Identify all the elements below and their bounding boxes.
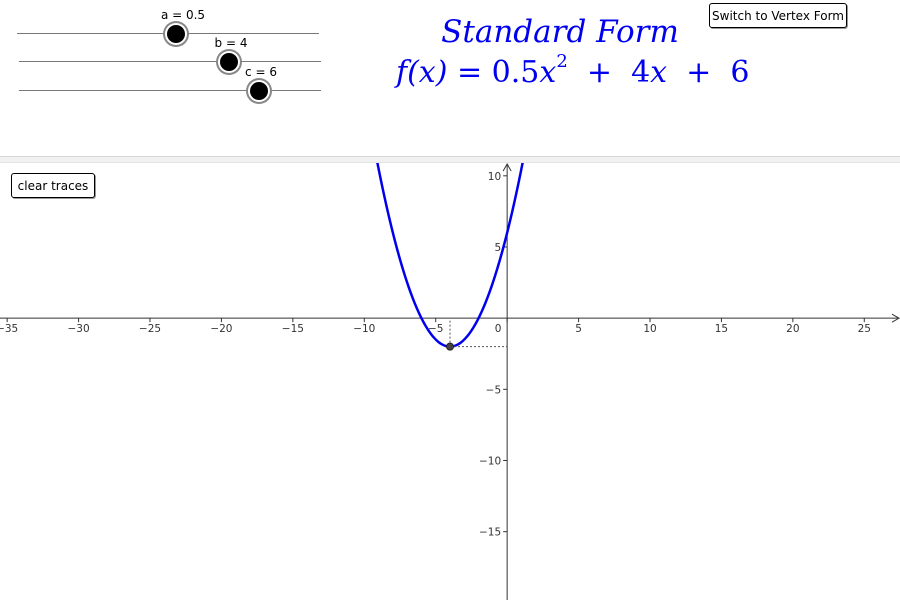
slider-b-handle[interactable]: [220, 53, 238, 71]
slider-b[interactable]: [19, 52, 321, 72]
x-tick-label: 25: [858, 323, 871, 335]
x-tick-label: −15: [282, 323, 304, 335]
switch-to-vertex-form-button[interactable]: Switch to Vertex Form: [709, 3, 847, 28]
x-tick-label: 10: [643, 323, 656, 335]
coefficient-a: 0.5: [491, 55, 540, 90]
graph-view[interactable]: −35 −30 −25 −20 −15 −10 −5 0 5 10 15 20 25 −15 −10 −5 5 1…: [0, 163, 900, 600]
equals-sign: =: [456, 55, 483, 90]
axes: [0, 163, 900, 600]
curve-layer: [376, 163, 524, 351]
x-tick-label: −35: [0, 323, 18, 335]
coefficient-c: 6: [730, 55, 750, 90]
x-tick-label: −30: [67, 323, 89, 335]
slider-c[interactable]: [19, 81, 321, 101]
plus-sign-2: +: [686, 55, 712, 90]
y-tick-label: −5: [486, 384, 501, 396]
exponent: 2: [556, 51, 568, 72]
x-tick-label: 20: [786, 323, 799, 335]
form-title: Standard Form: [441, 14, 679, 50]
x-squared-variable: x: [539, 55, 557, 90]
function-name: f(x): [396, 55, 448, 90]
equation-display: f(x) = 0.5x2 + 4x + 6: [396, 51, 750, 90]
clear-traces-button[interactable]: clear traces: [11, 173, 95, 198]
x-tick-label: 0: [495, 323, 502, 335]
y-tick-label: −10: [479, 456, 501, 468]
slider-a[interactable]: [17, 24, 319, 44]
slider-c-handle[interactable]: [250, 82, 268, 100]
x-tick-label: −25: [139, 323, 161, 335]
x-axis-arrow: [891, 313, 900, 323]
slider-b-label: b = 4: [214, 36, 248, 50]
x-tick-label: −5: [428, 323, 443, 335]
y-tick-label: 10: [488, 171, 501, 183]
parabola-curve: [376, 163, 524, 348]
slider-c-label: c = 6: [245, 65, 277, 79]
vertex-point: [446, 342, 454, 351]
x-tick-label: −10: [353, 323, 375, 335]
coefficient-b: 4: [631, 55, 651, 90]
panel-divider[interactable]: [0, 156, 900, 163]
slider-a-handle[interactable]: [167, 25, 185, 43]
slider-b-track[interactable]: [19, 61, 321, 62]
control-panel: a = 0.5 b = 4 c = 6 Standard Form f(x) =…: [0, 0, 900, 156]
axis-ticks: −35 −30 −25 −20 −15 −10 −5 0 5 10 15 20 25 −15 −10 −5 5 1…: [0, 171, 871, 539]
y-tick-label: 5: [494, 242, 501, 254]
slider-a-label: a = 0.5: [160, 8, 206, 22]
y-axis-arrow: [502, 163, 512, 172]
x-variable: x: [650, 55, 668, 90]
y-tick-label: −15: [479, 527, 501, 539]
plus-sign-1: +: [586, 55, 612, 90]
x-tick-label: 5: [575, 323, 582, 335]
x-tick-label: −20: [210, 323, 232, 335]
x-tick-label: 15: [715, 323, 728, 335]
slider-c-track[interactable]: [19, 90, 321, 91]
